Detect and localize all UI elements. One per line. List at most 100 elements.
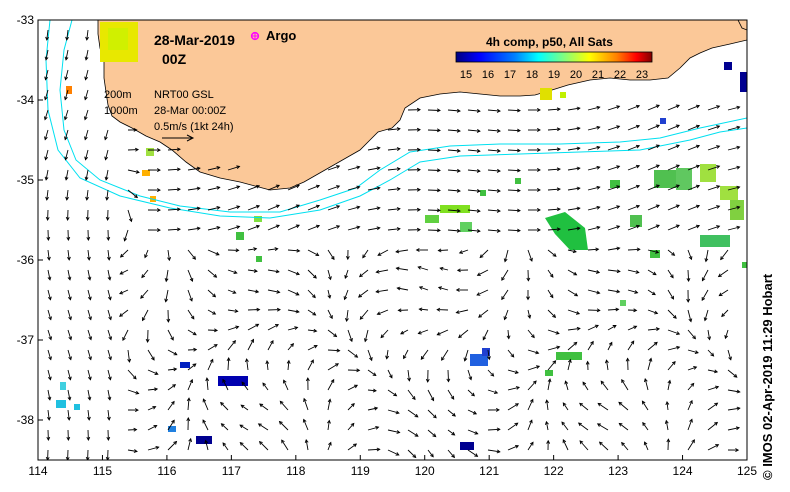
current-arrow [707,329,712,341]
current-arrow [104,149,109,161]
land-cape [737,20,747,31]
x-tick-label: 115 [93,464,112,478]
valid-time-label: 28-Mar 00:00Z [154,105,226,117]
current-arrow [501,289,509,301]
current-arrow [727,406,741,411]
y-tick-label: -34 [17,93,35,107]
current-arrow [727,105,741,111]
current-arrow [67,329,73,341]
current-arrow [222,442,229,451]
current-arrow [226,357,231,371]
current-arrow [44,89,49,101]
current-arrow [367,388,377,393]
current-arrow [467,129,481,133]
current-arrow [85,189,89,201]
current-arrow [647,144,660,151]
current-arrow [202,398,209,411]
current-arrow [441,349,449,361]
current-arrow [220,423,229,431]
current-arrow [647,249,660,254]
current-arrow [647,289,656,296]
current-arrow [84,129,89,141]
current-arrow [487,349,491,361]
current-arrow [279,400,289,411]
current-arrow [647,184,660,191]
current-arrow [547,309,557,318]
current-arrow [147,369,159,375]
current-arrow [467,169,481,173]
current-arrow [727,389,741,394]
current-arrow [267,324,280,331]
imos-credit: © IMOS 02-Apr-2019 11:29 Hobart [760,273,775,480]
x-tick-label: 116 [157,464,176,478]
current-arrow [327,329,338,338]
x-tick-label: 121 [479,464,499,478]
current-arrow [707,385,720,391]
current-arrow [387,207,401,211]
current-arrow [528,108,541,112]
current-arrow [567,341,578,351]
current-arrow [407,409,419,418]
current-arrow [227,225,241,231]
current-arrow [387,187,401,191]
current-arrow [727,145,741,151]
current-arrow [627,269,640,274]
current-arrow [167,400,175,411]
current-arrow [347,225,361,231]
current-arrow [427,228,441,233]
current-arrow [627,325,638,331]
current-arrow [385,349,390,360]
current-arrow [407,369,411,382]
current-arrow [507,108,521,113]
current-arrow [707,205,721,211]
current-arrow [47,409,51,421]
current-arrow [64,89,69,101]
current-arrow [307,328,318,333]
current-arrow [458,249,469,254]
current-arrow [627,289,639,294]
current-arrow [447,409,456,417]
current-arrow [667,164,680,171]
land-australia [97,20,747,191]
current-arrow [407,429,419,437]
x-tick-label: 117 [222,464,241,478]
current-arrow [647,224,660,231]
current-arrow [587,289,601,295]
current-arrow [84,69,89,81]
current-arrow [227,269,238,275]
current-arrow [687,204,701,211]
current-arrow [104,129,109,141]
current-arrow [67,349,72,361]
current-arrow [107,269,112,281]
current-arrow [65,189,69,201]
colorbar-tick-label: 18 [526,69,538,81]
current-arrow [327,269,332,281]
current-arrow [241,381,249,391]
current-arrow [396,286,409,291]
current-arrow [387,389,398,397]
current-arrow [547,329,560,335]
current-arrow [367,166,381,171]
current-arrow [587,185,601,191]
current-arrow [585,360,590,371]
x-tick-label: 124 [673,464,693,478]
current-arrow [367,186,381,191]
current-arrow [45,449,50,460]
current-arrow [687,249,693,261]
current-arrow [667,224,680,231]
current-arrow [506,329,511,340]
current-arrow [227,309,239,313]
current-arrow [327,165,341,171]
current-arrow [207,205,221,211]
current-arrow [427,429,437,438]
current-arrow [147,424,158,431]
current-arrow [627,224,641,231]
current-arrow [567,309,581,315]
current-arrow [607,145,621,151]
current-arrow [247,204,261,211]
current-arrow [627,204,641,211]
current-arrow [307,309,317,316]
current-arrow [587,308,601,313]
current-arrow [727,185,741,191]
